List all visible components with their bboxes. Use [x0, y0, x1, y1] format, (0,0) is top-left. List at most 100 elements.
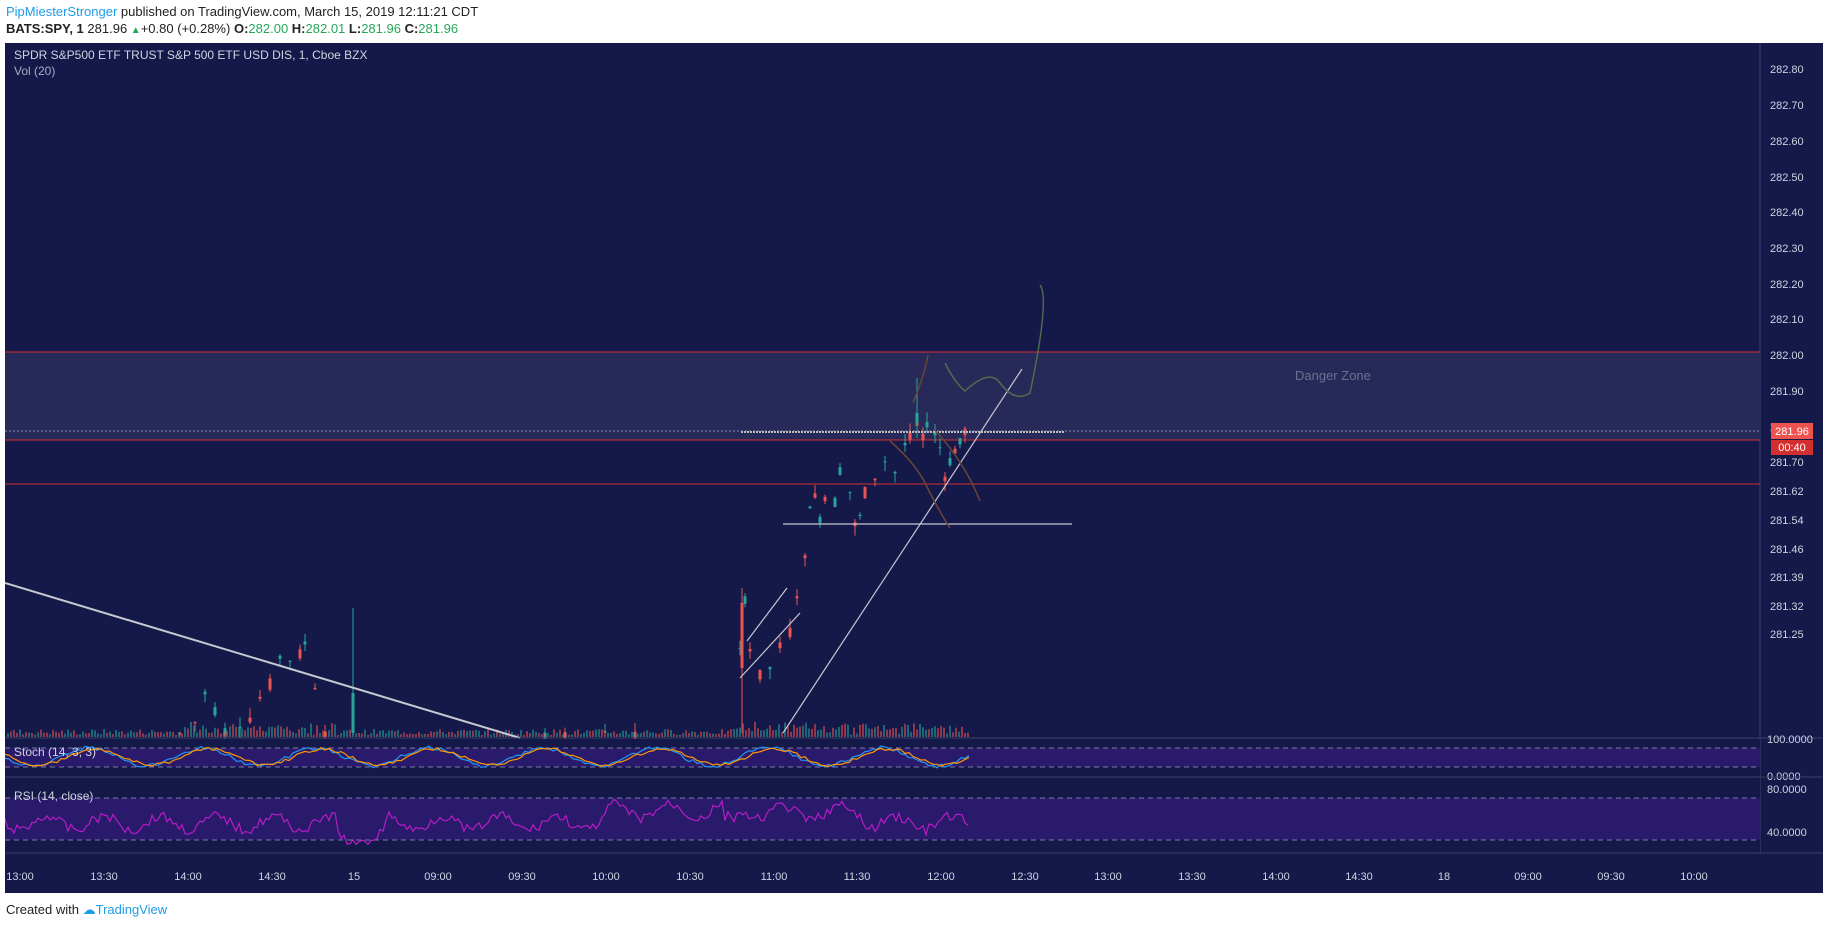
projection-path-down-1[interactable]: [889, 440, 951, 529]
volume-bar: [310, 723, 312, 737]
volume-bar: [208, 732, 210, 737]
rsi-tick-80: 80.0000: [1767, 784, 1807, 796]
volume-bar: [889, 729, 891, 737]
volume-bar: [904, 723, 906, 737]
volume-bar: [547, 733, 549, 737]
volume-bar: [562, 734, 564, 737]
volume-bar: [439, 729, 441, 737]
volume-bar: [175, 734, 177, 737]
volume-bar: [925, 729, 927, 737]
volume-bar: [838, 727, 840, 737]
candle-body: [803, 555, 807, 559]
volume-bar: [370, 733, 372, 737]
volume-bar: [937, 728, 939, 737]
price-chart[interactable]: Danger Zone SPDR S&P500 ETF TRUST S&P 50…: [4, 43, 1823, 893]
volume-bar: [634, 732, 636, 737]
volume-bar: [397, 730, 399, 737]
volume-bar: [964, 733, 966, 737]
published-text: published on TradingView.com, March 15, …: [120, 4, 479, 19]
volume-bar: [652, 732, 654, 737]
volume-bar: [559, 729, 561, 737]
volume-bar: [181, 733, 183, 737]
volume-bar: [730, 729, 732, 737]
tradingview-logo[interactable]: ☁TradingView: [82, 902, 168, 917]
volume-indicator-label[interactable]: Vol (20): [14, 64, 55, 78]
volume-bar: [814, 724, 816, 737]
candle-body: [833, 497, 837, 508]
candle-body: [351, 693, 355, 733]
candle-body: [925, 422, 929, 428]
volume-bar: [898, 733, 900, 737]
candle-body: [193, 722, 197, 724]
volume-bar: [712, 733, 714, 737]
danger-zone-band: [5, 352, 1760, 440]
volume-bar: [211, 732, 213, 737]
up-arrow-icon: ▲: [130, 25, 141, 36]
volume-bar: [817, 730, 819, 737]
time-axis[interactable]: 13:00 13:30 14:00 14:30 15 09:00 09:30 10:00 10:…: [6, 871, 1708, 883]
volume-bar: [283, 728, 285, 737]
candle-body: [743, 596, 747, 604]
volume-bar: [127, 732, 129, 737]
volume-bar: [199, 729, 201, 737]
channel-line-upper[interactable]: [746, 587, 788, 642]
volume-bar: [448, 731, 450, 737]
volume-bar: [472, 730, 474, 737]
volume-bar: [853, 727, 855, 737]
candle-body: [298, 649, 302, 659]
candle-body: [883, 461, 887, 463]
volume-bar: [331, 723, 333, 737]
low-label: L:: [348, 21, 362, 36]
projection-path-down-3[interactable]: [912, 354, 929, 404]
volume-bar: [205, 728, 207, 737]
volume-bar: [376, 733, 378, 737]
volume-bar: [901, 726, 903, 737]
chart-title: SPDR S&P500 ETF TRUST S&P 500 ETF USD DI…: [14, 48, 367, 62]
time-tick: 11:00: [761, 871, 788, 883]
volume-bar: [859, 724, 861, 737]
open-value: 282.00: [248, 21, 289, 36]
volume-bar: [718, 733, 720, 737]
volume-bar: [880, 731, 882, 737]
volume-bar: [586, 730, 588, 737]
volume-bar: [745, 730, 747, 737]
volume-bar: [148, 732, 150, 737]
price-tick: 282.50: [1770, 172, 1804, 184]
time-tick: 09:00: [424, 871, 452, 883]
volume-bar: [511, 731, 513, 737]
channel-line-lower[interactable]: [739, 612, 801, 679]
candle-body: [795, 596, 799, 599]
candle-body: [858, 514, 862, 517]
price-axis[interactable]: 282.80 282.70 282.60 282.50 282.40 282.30 282.…: [1770, 64, 1804, 641]
volume-bar: [130, 730, 132, 737]
author-link[interactable]: PipMiesterStronger: [6, 4, 118, 19]
rsi-label[interactable]: RSI (14, close): [14, 789, 93, 803]
volume-bar: [757, 728, 759, 737]
candle-body: [893, 471, 897, 474]
volume-bar: [916, 729, 918, 737]
time-tick: 10:00: [1680, 871, 1708, 883]
downtrend-line[interactable]: [4, 582, 521, 739]
projection-path-up[interactable]: [944, 284, 1045, 398]
volume-bar: [220, 733, 222, 737]
volume-bar: [943, 727, 945, 737]
time-tick: 14:00: [174, 871, 202, 883]
volume-bar: [640, 733, 642, 737]
uptrend-line[interactable]: [782, 368, 1023, 734]
volume-bar: [649, 732, 651, 737]
volume-bar: [418, 732, 420, 737]
volume-bar: [625, 730, 627, 737]
volume-bar: [319, 733, 321, 737]
volume-bar: [253, 726, 255, 737]
countdown-badge: [1771, 440, 1813, 455]
volume-bar: [913, 723, 915, 737]
volume-bar: [532, 729, 534, 737]
volume-bar: [316, 725, 318, 737]
projection-path-down-2[interactable]: [934, 429, 981, 502]
volume-bar: [265, 731, 267, 737]
stoch-label[interactable]: Stoch (14, 3, 3): [14, 745, 96, 759]
candle-body: [788, 627, 792, 638]
chart-area[interactable]: Danger Zone SPDR S&P500 ETF TRUST S&P 50…: [4, 43, 1823, 893]
volume-bar: [226, 731, 228, 737]
volume-bar: [700, 732, 702, 737]
